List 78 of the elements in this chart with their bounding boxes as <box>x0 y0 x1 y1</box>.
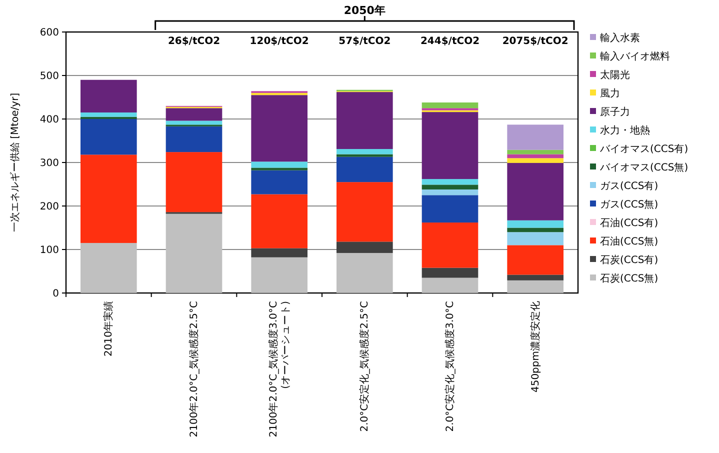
x-tick-label: 2100年2.0°C_気候感度2.5°C <box>188 300 200 438</box>
bar <box>422 112 478 180</box>
x-tick-label: 2.0°C安定化_気候感度3.0°C <box>444 300 456 432</box>
bar <box>166 126 222 152</box>
bar <box>251 194 308 248</box>
bar <box>251 170 308 194</box>
bar <box>166 214 222 293</box>
annotation: 244$/tCO2 <box>420 36 480 47</box>
legend-label: ガス(CCS無) <box>600 198 658 210</box>
x-tick-label: 2100年2.0°C_気候感度3.0°C (オーバーシュート) <box>267 300 292 438</box>
legend-label: 石炭(CCS無) <box>600 272 658 284</box>
y-tick-label: 100 <box>40 245 59 256</box>
bar <box>507 245 564 275</box>
legend-label: バイオマス(CCS無) <box>599 162 688 174</box>
bar <box>166 108 222 121</box>
bar <box>166 120 222 125</box>
bar <box>507 150 564 154</box>
legend-label: 石油(CCS無) <box>600 236 658 248</box>
bar <box>251 168 308 170</box>
bar <box>422 195 478 223</box>
bar <box>336 156 393 182</box>
bar <box>251 162 308 168</box>
bar <box>507 274 564 280</box>
bar <box>507 232 564 246</box>
bar <box>507 228 564 232</box>
y-tick-label: 200 <box>40 202 59 212</box>
bar <box>80 119 137 155</box>
y-tick-label: 600 <box>40 28 59 38</box>
bar <box>422 222 478 268</box>
annotation: 120$/tCO2 <box>250 36 309 47</box>
bar <box>251 95 308 162</box>
bar <box>251 92 308 96</box>
legend-label: 輸入バイオ燃料 <box>600 50 670 62</box>
bar <box>336 182 393 242</box>
annotation: 57$/tCO2 <box>338 36 391 47</box>
bar <box>166 152 222 212</box>
legend-label: バイオマス(CCS有) <box>599 143 688 155</box>
bar <box>507 154 564 158</box>
annotation: 26$/tCO2 <box>168 36 220 47</box>
legend-label: 太陽光 <box>600 69 630 81</box>
y-tick-label: 0 <box>52 288 59 300</box>
bar <box>422 102 478 108</box>
bar <box>336 154 393 157</box>
legend-label: ガス(CCS有) <box>600 180 658 192</box>
legend-label: 輸入水素 <box>600 32 640 44</box>
bar <box>422 179 478 185</box>
bar <box>80 154 137 243</box>
x-tick-label: 2010年実績 <box>102 301 115 356</box>
bar <box>80 112 137 117</box>
legend-label: 原子力 <box>600 106 630 118</box>
annotation: 2075$/tCO2 <box>502 36 568 47</box>
bar <box>422 184 478 190</box>
bar <box>507 158 564 163</box>
x-tick-label: 450ppm濃度安定化 <box>529 301 542 393</box>
y-tick-label: 500 <box>40 71 59 82</box>
bar <box>336 242 393 253</box>
bar <box>507 220 564 228</box>
y-tick-label: 300 <box>40 158 59 169</box>
bar <box>336 92 393 150</box>
bar <box>80 80 137 112</box>
bar <box>422 278 478 293</box>
text: 2050年 <box>344 4 386 17</box>
bar <box>507 162 564 220</box>
legend-label: 水力・地熱 <box>600 124 650 136</box>
legend-label: 石油(CCS有) <box>600 217 658 229</box>
bar <box>422 268 478 278</box>
x-tick-label: 2.0°C安定化_気候感度2.5°C <box>358 300 371 432</box>
bar <box>336 252 393 293</box>
bar <box>80 242 137 293</box>
legend-label: 風力 <box>600 88 620 100</box>
y-axis-title: 一次エネルギー供給 [Mtoe/yr] <box>9 92 21 232</box>
bar <box>251 248 308 258</box>
legend-label: 石炭(CCS有) <box>600 254 658 266</box>
y-tick-label: 400 <box>40 114 59 126</box>
bar <box>422 189 478 196</box>
bar <box>336 149 393 154</box>
bar <box>251 257 308 293</box>
bar <box>507 280 564 293</box>
